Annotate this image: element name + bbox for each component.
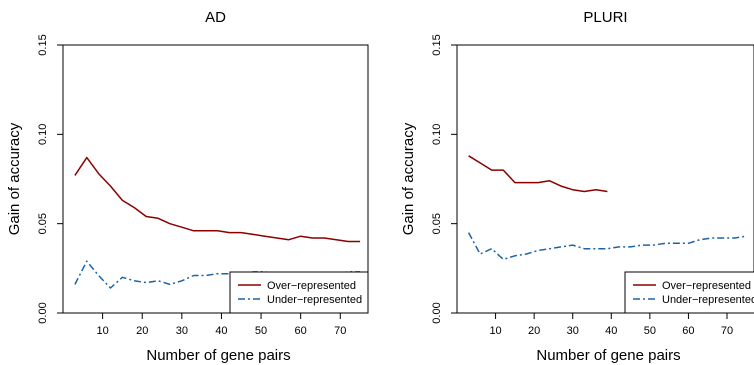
x-tick-label: 30 [176,325,188,337]
y-tick-label: 0.10 [37,124,49,145]
x-tick-label: 70 [334,325,346,337]
y-tick-label: 0.00 [37,302,49,323]
y-tick-label: 0.00 [431,302,443,323]
x-tick-label: 30 [567,325,579,337]
x-tick-label: 20 [136,325,148,337]
plot-frame [62,44,369,314]
x-tick-label: 20 [528,325,540,337]
legend: Over−represented Under−represented [229,271,369,314]
x-axis-label: Number of gene pairs [146,347,290,364]
legend-box [624,271,754,314]
legend-label: Over−represented [662,280,751,292]
y-tick-label: 0.05 [37,213,49,234]
chart-panel-1: AD 10 20 30 40 50 60 70 0.00 0.05 0.10 0.15 Number o… [6,9,369,364]
x-tick-label: 10 [96,325,108,337]
x-tick-label: 10 [489,325,501,337]
x-tick-label: 60 [295,325,307,337]
y-tick-label: 0.05 [431,213,443,234]
x-tick-label: 40 [605,325,617,337]
chart-title: AD [205,9,226,26]
x-tick-label: 50 [255,325,267,337]
x-tick-label: 60 [682,325,694,337]
series-line-under-represented [467,232,747,261]
x-tick-label: 50 [644,325,656,337]
plot-frame [456,44,754,314]
y-axis-label: Gain of accuracy [6,122,23,235]
x-axis-label: Number of gene pairs [536,347,680,364]
y-tick-label: 0.10 [431,124,443,145]
legend-label: Under−represented [267,294,362,306]
chart-title: PLURI [583,9,627,26]
legend: Over−represented Under−represented [624,271,754,314]
y-tick-label: 0.15 [431,34,443,55]
series-line-over-represented [468,155,608,193]
series-line-over-represented [74,156,361,243]
x-tick-label: 40 [215,325,227,337]
legend-box [229,271,369,314]
legend-label: Over−represented [267,280,356,292]
x-tick-label: 70 [721,325,733,337]
y-axis-label: Gain of accuracy [400,122,417,235]
legend-label: Under−represented [662,294,754,306]
y-tick-label: 0.15 [37,34,49,55]
chart-panel-2: PLURI 10 20 30 40 50 60 70 0.00 0.05 0.10 0.15 Numbe… [400,9,754,364]
